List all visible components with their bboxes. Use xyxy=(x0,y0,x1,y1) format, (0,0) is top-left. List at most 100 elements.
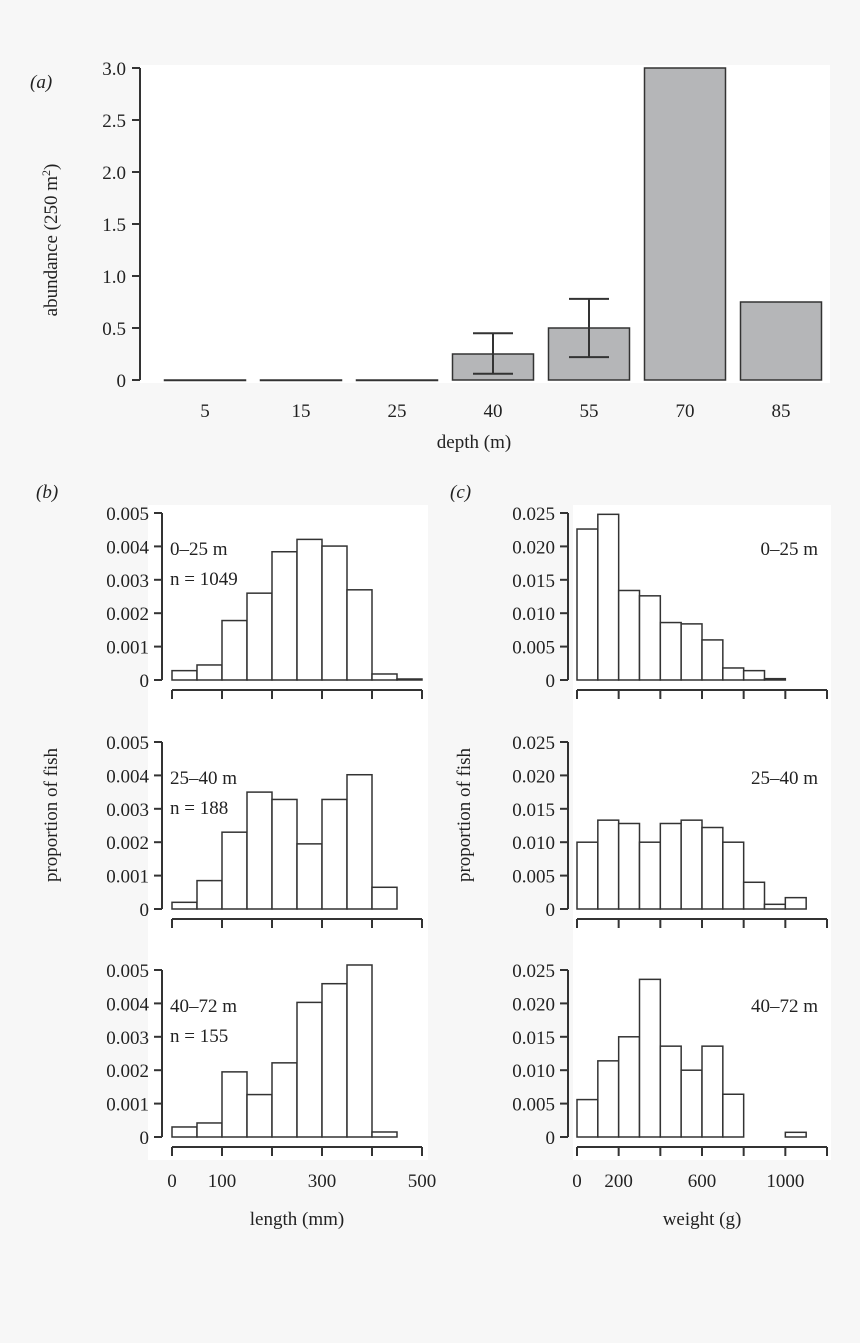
y-tick-label: 0.002 xyxy=(106,1061,149,1082)
histogram-bar xyxy=(346,964,373,1138)
x-tick-label: 0 xyxy=(167,1171,177,1192)
histogram-bar xyxy=(784,896,807,910)
y-tick-label: 0.005 xyxy=(512,638,555,659)
panel-a-label: (a) xyxy=(30,72,52,93)
y-tick-label: 0.020 xyxy=(512,994,555,1015)
panel-a-chart: 0 0.5 1.0 1.5 2.0 2.5 3.0 5 15 25 40 55 70 85 depth (m… xyxy=(39,59,823,453)
x-tick-label: 300 xyxy=(308,1171,337,1192)
x-tick-label: 5 xyxy=(200,401,210,422)
histogram-bar xyxy=(371,673,398,681)
sample-size-label: n = 1049 xyxy=(170,569,238,590)
histogram-bar xyxy=(576,841,599,910)
x-tick-label: 100 xyxy=(208,1171,237,1192)
histogram-bar xyxy=(246,1093,273,1138)
y-tick-label: 0.003 xyxy=(106,571,149,592)
y-tick-label: 0 xyxy=(117,371,127,392)
histogram-bar xyxy=(221,1071,248,1138)
histogram-bar xyxy=(722,841,745,910)
histogram-bar xyxy=(321,545,348,681)
y-tick-label: 0.003 xyxy=(106,1028,149,1049)
histogram-bar xyxy=(221,831,248,910)
x-axis-label: length (mm) xyxy=(250,1209,344,1230)
y-tick-label: 0.005 xyxy=(106,961,149,982)
x-tick-label: 40 xyxy=(484,401,503,422)
y-tick-label: 0.005 xyxy=(512,1095,555,1116)
x-axis-label: weight (g) xyxy=(663,1209,742,1230)
histogram-bar xyxy=(296,538,323,681)
histogram-bar xyxy=(680,1069,703,1138)
histogram-bar xyxy=(638,841,662,910)
y-tick-label: 0.005 xyxy=(512,867,555,888)
y-tick-label: 2.5 xyxy=(102,111,126,132)
x-tick-label: 500 xyxy=(408,1171,437,1192)
histogram-bar xyxy=(246,791,273,910)
histogram-bar xyxy=(271,1062,298,1138)
y-tick-label: 0.005 xyxy=(106,504,149,525)
depth-range-label: 0–25 m xyxy=(760,539,818,560)
y-tick-label: 0.002 xyxy=(106,833,149,854)
y-tick-label: 0 xyxy=(140,671,150,692)
histogram-bar xyxy=(371,1131,398,1138)
histogram-bar xyxy=(346,773,373,910)
y-tick-label: 0 xyxy=(140,900,150,921)
y-tick-label: 0.025 xyxy=(512,961,555,982)
x-tick-label: 70 xyxy=(676,401,695,422)
histogram-bar xyxy=(171,901,198,910)
histogram-bar xyxy=(196,1122,223,1138)
histogram-bar xyxy=(784,1131,807,1138)
histogram-bar xyxy=(346,589,373,681)
panel-c-label: (c) xyxy=(450,482,471,503)
histogram-bar xyxy=(171,669,198,681)
y-tick-label: 0.003 xyxy=(106,800,149,821)
bar-85 xyxy=(739,301,823,381)
bar-70 xyxy=(643,67,727,381)
histogram-bar xyxy=(763,903,787,910)
histogram-bar xyxy=(296,1001,323,1138)
histogram-bar xyxy=(722,1093,745,1138)
y-axis-label: proportion of fish xyxy=(454,747,475,882)
x-tick-label: 0 xyxy=(572,1171,582,1192)
y-tick-label: 0 xyxy=(546,1128,556,1149)
depth-range-label: 0–25 m xyxy=(170,539,228,560)
histogram-bar xyxy=(742,669,766,681)
histogram-bar xyxy=(597,513,620,681)
y-tick-label: 0.004 xyxy=(106,766,149,787)
y-tick-label: 0.025 xyxy=(512,733,555,754)
depth-range-label: 25–40 m xyxy=(751,768,818,789)
depth-range-label: 40–72 m xyxy=(170,996,237,1017)
y-tick-label: 0 xyxy=(546,900,556,921)
histogram-bar xyxy=(617,589,641,681)
y-tick-label: 2.0 xyxy=(102,163,126,184)
y-tick-label: 0.010 xyxy=(512,1061,555,1082)
x-tick-label: 15 xyxy=(292,401,311,422)
y-tick-label: 0.015 xyxy=(512,1028,555,1049)
histogram-bar xyxy=(597,819,620,910)
histogram-bar xyxy=(617,1036,641,1138)
histogram-bar xyxy=(171,1126,198,1138)
histogram-bar xyxy=(221,619,248,681)
histogram-bar xyxy=(701,1045,724,1138)
y-tick-label: 0.020 xyxy=(512,537,555,558)
histogram-bar xyxy=(246,592,273,681)
x-tick-label: 1000 xyxy=(766,1171,804,1192)
y-tick-label: 0.015 xyxy=(512,800,555,821)
histogram-bar xyxy=(271,798,298,910)
y-tick-label: 0 xyxy=(546,671,556,692)
y-tick-label: 0.002 xyxy=(106,604,149,625)
histogram-bar xyxy=(296,843,323,910)
x-axis-label: depth (m) xyxy=(437,432,511,453)
panel-b-chart: 0 0.001 0.002 0.003 0.004 0.005 0–25 m n = 1049… xyxy=(41,504,436,1230)
histogram-bar xyxy=(597,1060,620,1138)
histogram-bar xyxy=(680,819,703,910)
sample-size-label: n = 188 xyxy=(170,798,228,819)
y-axis-label: abundance (250 m2) xyxy=(39,164,62,317)
x-tick-label: 200 xyxy=(604,1171,633,1192)
y-tick-label: 0.010 xyxy=(512,604,555,625)
y-tick-label: 1.5 xyxy=(102,215,126,236)
panel-b-label: (b) xyxy=(36,482,58,503)
bar-25 xyxy=(355,379,439,382)
y-tick-label: 0.010 xyxy=(512,833,555,854)
sample-size-label: n = 155 xyxy=(170,1026,228,1047)
histogram-bar xyxy=(742,881,766,910)
